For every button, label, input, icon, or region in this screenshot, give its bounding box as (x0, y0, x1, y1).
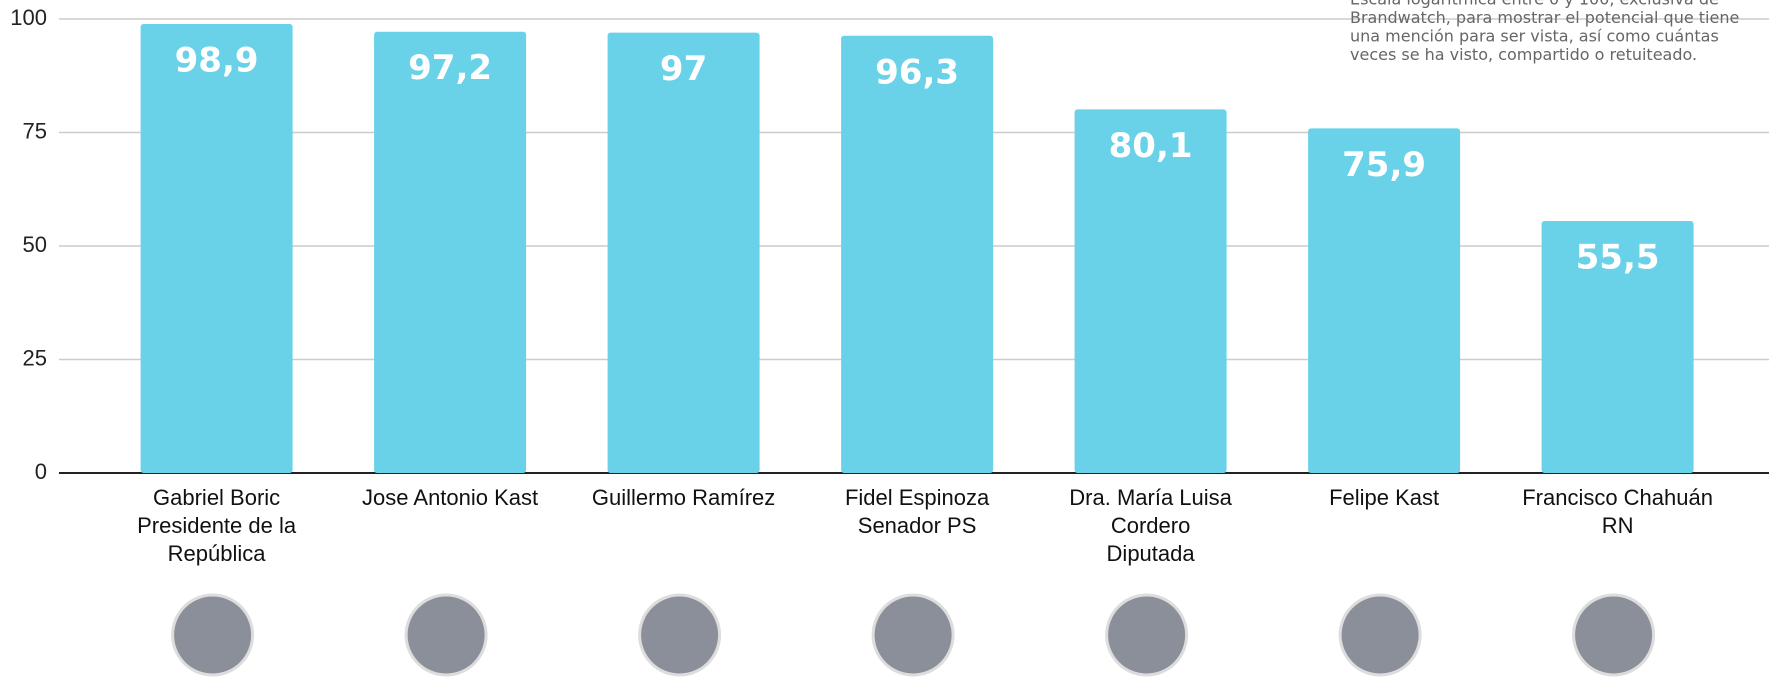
x-tick-label: Senador PS (858, 513, 977, 538)
y-tick-label: 25 (23, 345, 47, 370)
avatar (1338, 593, 1422, 677)
annotation: una mención para ser vista, así como cuá… (1350, 27, 1719, 46)
value-label: 97,2 (408, 48, 492, 88)
bar (140, 23, 293, 474)
x-tick-label: República (168, 541, 267, 566)
x-tick-label: Presidente de la (137, 513, 297, 538)
annotation: Escala logarítmica entre 0 y 100, exclus… (1350, 0, 1719, 9)
bar (1541, 221, 1694, 473)
avatar (404, 593, 488, 677)
x-tick-label: Fidel Espinoza (845, 485, 990, 510)
x-tick-label: RN (1602, 513, 1634, 538)
y-tick-label: 100 (10, 5, 47, 30)
value-label: 97 (660, 49, 707, 89)
x-tick-label: Cordero (1111, 513, 1190, 538)
avatar (1105, 593, 1189, 677)
avatar (171, 593, 255, 677)
y-tick-label: 0 (35, 459, 47, 484)
bar (841, 35, 994, 473)
value-label: 75,9 (1342, 145, 1426, 185)
value-label: 96,3 (875, 52, 959, 92)
x-tick-label: Francisco Chahuán (1522, 485, 1713, 510)
bar (607, 32, 760, 474)
bar (1308, 128, 1461, 473)
avatar (1572, 593, 1656, 677)
bar (374, 31, 527, 473)
y-tick-label: 50 (23, 232, 47, 257)
bar (1074, 109, 1227, 473)
value-label: 55,5 (1576, 238, 1660, 278)
annotation: Brandwatch, para mostrar el potencial qu… (1350, 8, 1739, 27)
annotation: veces se ha visto, compartido o retuitea… (1350, 45, 1697, 64)
value-label: 80,1 (1109, 126, 1193, 166)
value-label: 98,9 (175, 40, 259, 80)
x-tick-label: Guillermo Ramírez (592, 485, 775, 510)
avatar (871, 593, 955, 677)
avatar (638, 593, 722, 677)
y-tick-label: 75 (23, 118, 47, 143)
x-tick-label: Dra. María Luisa (1069, 485, 1232, 510)
x-tick-label: Gabriel Boric (153, 485, 280, 510)
x-tick-label: Felipe Kast (1329, 485, 1439, 510)
x-tick-label: Diputada (1107, 541, 1196, 566)
x-tick-label: Jose Antonio Kast (362, 485, 538, 510)
